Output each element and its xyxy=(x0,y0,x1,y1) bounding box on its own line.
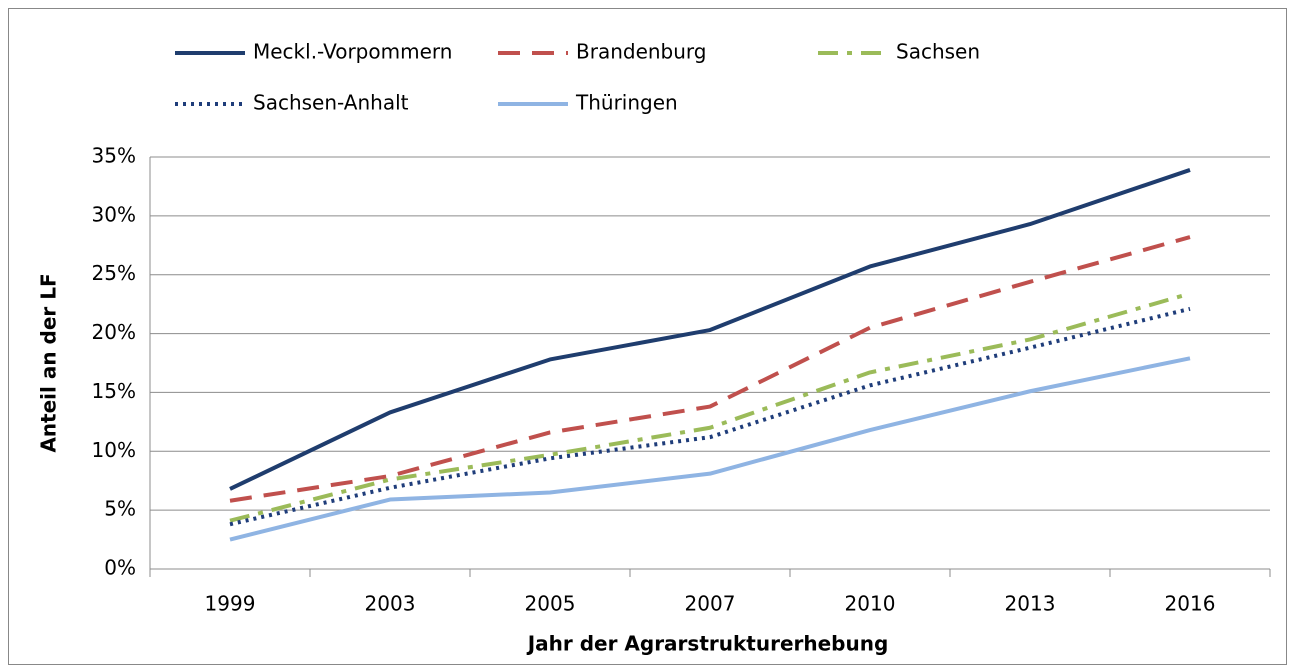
series-line xyxy=(229,291,1191,523)
series-line xyxy=(229,168,1191,491)
y-tick-label: 10% xyxy=(92,438,136,462)
series-line xyxy=(229,356,1191,542)
x-tick-label: 2013 xyxy=(1005,592,1056,616)
legend-label: Sachsen xyxy=(896,40,980,64)
legend-label: Sachsen-Anhalt xyxy=(253,91,409,115)
x-tick-label: 2003 xyxy=(365,592,416,616)
x-tick-label: 2010 xyxy=(845,592,896,616)
legend-label: Thüringen xyxy=(575,91,678,115)
legend-label: Brandenburg xyxy=(576,40,707,64)
y-tick-label: 35% xyxy=(92,144,136,168)
y-axis-label: Anteil an der LF xyxy=(37,273,61,452)
y-tick-label: 0% xyxy=(104,556,136,580)
series-line xyxy=(229,235,1191,503)
x-tick-label: 2016 xyxy=(1165,592,1216,616)
legend-label: Meckl.-Vorpommern xyxy=(253,40,452,64)
y-tick-label: 30% xyxy=(92,202,136,226)
y-tick-label: 5% xyxy=(104,497,136,521)
y-tick-label: 15% xyxy=(92,379,136,403)
x-tick-label: 1999 xyxy=(205,592,256,616)
y-tick-label: 25% xyxy=(92,261,136,285)
x-tick-label: 2005 xyxy=(525,592,576,616)
x-tick-label: 2007 xyxy=(685,592,736,616)
y-tick-label: 20% xyxy=(92,320,136,344)
x-axis-label: Jahr der Agrarstrukturerhebung xyxy=(526,632,889,656)
series-line xyxy=(229,306,1191,527)
